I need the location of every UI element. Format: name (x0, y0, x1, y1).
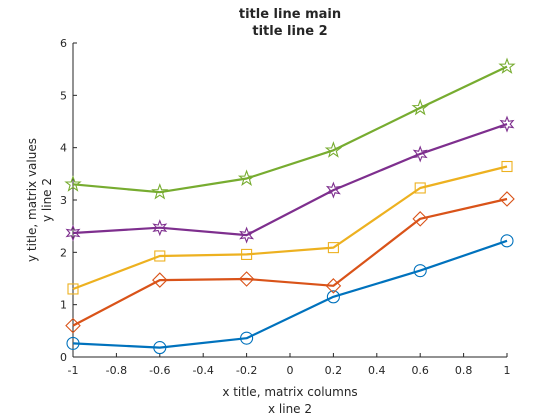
data-point-pentagram (324, 141, 343, 158)
data-point-diamond (325, 278, 342, 294)
x-axis-ticks: -1 -0.8 -0.6 -0.4 -0.2 0 0.2 0.4 0.6 0.8 1 (68, 353, 511, 377)
y-tick-label: 5 (60, 89, 67, 102)
data-point-hexagram (152, 219, 168, 237)
data-point-circle (153, 341, 167, 355)
series-line (72, 65, 508, 194)
series-line (72, 197, 508, 327)
series-line (72, 165, 508, 291)
data-point-circle (240, 331, 254, 345)
data-point-diamond (499, 191, 515, 207)
data-point-square (501, 160, 513, 173)
data-point-hexagram (325, 181, 341, 199)
data-point-circle (413, 264, 427, 278)
series-line (72, 123, 508, 237)
series-1 (66, 234, 514, 355)
x-tick-label: -0.6 (149, 364, 170, 377)
data-point-hexagram (499, 115, 515, 133)
y-tick-label: 6 (60, 37, 67, 50)
series-3 (67, 160, 513, 295)
data-point-pentagram (151, 183, 169, 200)
y-tick-label: 0 (60, 351, 67, 364)
y-axis-label-line-1: y title, matrix values (25, 138, 39, 262)
y-tick-label: 4 (60, 142, 67, 155)
y-tick-label: 3 (60, 194, 67, 207)
x-tick-label: 0.4 (368, 364, 386, 377)
data-point-square (67, 283, 79, 295)
y-tick-label: 2 (60, 246, 67, 259)
series-line (72, 239, 508, 349)
data-point-diamond (65, 317, 81, 334)
data-point-diamond (412, 211, 428, 227)
x-tick-label: 0.6 (411, 364, 429, 377)
data-point-hexagram (65, 224, 81, 242)
x-tick-label: -0.8 (106, 364, 127, 377)
x-tick-label: -1 (68, 364, 79, 377)
x-tick-label: -0.4 (192, 364, 213, 377)
data-point-circle (66, 336, 80, 350)
x-tick-label: 1 (504, 364, 511, 377)
x-tick-label: 0.2 (325, 364, 343, 377)
data-point-square (154, 250, 166, 262)
series-2 (65, 191, 515, 334)
data-point-diamond (238, 271, 255, 287)
data-point-pentagram (498, 57, 516, 74)
data-point-square (241, 248, 253, 260)
y-axis-ticks: 0 1 2 3 4 5 6 (60, 37, 77, 364)
data-point-hexagram (239, 226, 255, 244)
x-tick-label: -0.2 (236, 364, 257, 377)
x-tick-label: 0.8 (455, 364, 473, 377)
data-point-square (414, 182, 426, 194)
data-series (64, 57, 516, 355)
plot-axes (72, 43, 507, 358)
series-4 (65, 115, 515, 244)
data-point-pentagram (411, 98, 429, 116)
x-tick-label: 0 (287, 364, 294, 377)
chart-title-line-1: title line main (239, 7, 341, 22)
y-axis-label-line-2: y line 2 (40, 178, 54, 222)
data-point-hexagram (412, 145, 428, 163)
data-point-circle (500, 234, 514, 248)
data-point-pentagram (237, 169, 256, 186)
data-point-pentagram (64, 175, 82, 192)
data-point-circle (326, 290, 340, 304)
x-axis-label-line-2: x line 2 (268, 402, 312, 416)
series-5 (64, 57, 516, 200)
data-point-square (327, 242, 339, 254)
y-tick-label: 1 (60, 299, 67, 312)
x-axis-label-line-1: x title, matrix columns (222, 385, 357, 399)
data-point-diamond (152, 272, 168, 288)
chart-title-line-2: title line 2 (252, 24, 327, 39)
